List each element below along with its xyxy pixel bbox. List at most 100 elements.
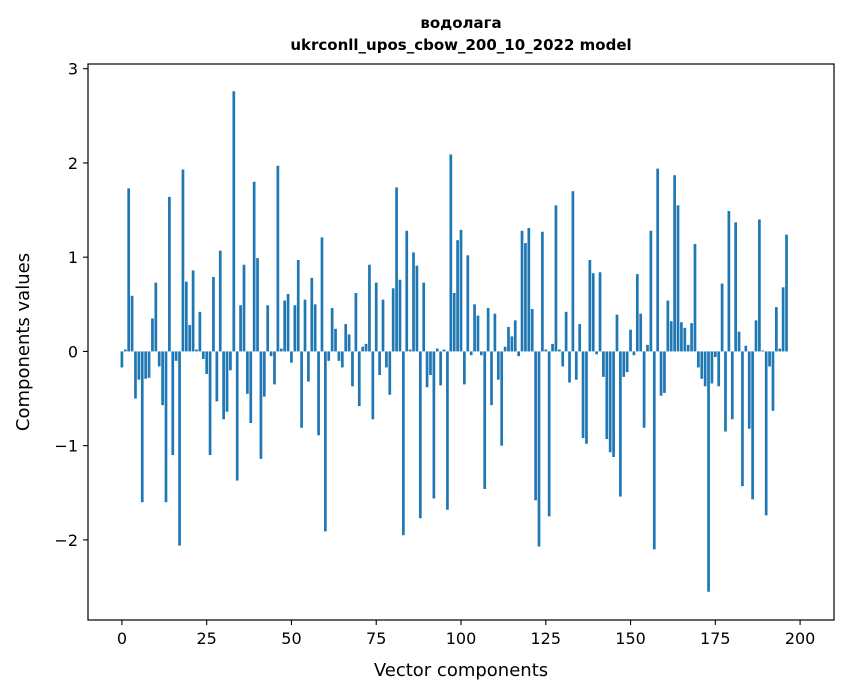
bar [171,351,175,456]
bar [140,351,144,503]
bar [235,351,239,481]
y-tick-label: −1 [54,437,78,456]
bar [466,255,470,352]
bar [239,305,242,352]
bar [130,295,134,352]
bar [340,351,344,368]
bar [354,293,358,352]
bar [680,322,683,352]
bar [178,351,181,546]
x-tick-label: 200 [785,629,816,648]
bar [588,260,592,352]
bar [639,313,643,352]
bar [120,351,124,368]
bar [632,351,636,356]
bar [127,188,131,352]
bar [425,351,429,388]
bar [269,351,273,357]
x-tick-label: 75 [366,629,386,648]
bar [334,328,337,352]
bar [351,351,354,387]
bar [446,351,449,510]
bar [493,313,497,352]
bar [435,348,439,352]
bar [761,350,765,352]
bar [324,351,327,532]
bar [530,309,534,352]
bar [537,351,541,547]
bar [700,351,704,379]
bar [456,240,459,352]
chart-title: водолага [420,14,501,32]
bar [574,351,578,380]
x-tick-label: 125 [530,629,561,648]
bar [673,175,676,352]
bar [144,351,147,379]
bar [710,351,714,384]
bar [134,351,137,399]
bar [578,324,582,352]
bar [429,351,432,375]
x-tick-label: 100 [446,629,477,648]
y-axis-label: Components values [13,253,34,431]
bar [463,351,466,385]
x-axis-label: Vector components [374,660,548,681]
bar [317,351,320,436]
bar [296,260,300,352]
bar [734,222,738,352]
bar [222,351,225,420]
bar [188,325,192,352]
y-tick-label: 3 [68,60,78,79]
bars-group [120,91,788,592]
bar [507,326,510,352]
bar [622,351,626,377]
bar [625,351,629,373]
bar [283,300,287,352]
bar [208,351,212,456]
bar [300,351,303,428]
bar [476,315,480,352]
chart-subtitle: ukrconll_upos_cbow_200_10_2022 model [290,36,631,54]
bar [469,351,473,356]
bar [395,187,398,352]
bar [564,311,568,352]
bar [307,351,310,382]
bar [737,331,741,352]
bar [259,351,263,459]
bar [225,351,229,412]
bar [785,234,788,352]
bar [703,351,707,387]
bar [551,343,554,352]
bar [215,351,219,402]
bar [690,323,693,352]
bar [371,351,375,420]
bar [598,272,602,352]
bar [747,351,751,429]
bar [629,329,632,352]
bar [212,276,215,352]
bar [649,230,653,352]
bar [496,351,500,380]
bar [744,345,748,352]
bar [337,351,341,361]
bar [364,343,368,352]
y-tick-label: 2 [68,154,78,173]
bar [595,351,598,355]
bar [229,351,232,371]
bar [612,351,615,457]
bar [232,91,236,352]
bar [669,321,673,352]
bar [479,351,483,356]
bar [408,349,412,352]
bar [252,181,256,352]
bar [313,304,317,352]
x-tick-label: 150 [615,629,646,648]
bar [242,264,246,352]
bar [635,274,639,352]
bar [459,229,463,352]
bar [391,288,395,352]
bar [164,351,168,503]
bar [439,351,443,386]
bar [720,283,724,352]
